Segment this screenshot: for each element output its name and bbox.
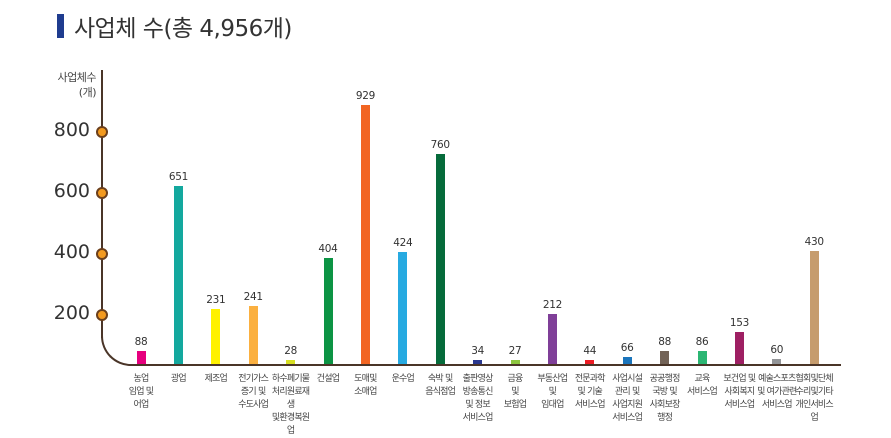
y-tick-label-200: 200 [53, 302, 90, 324]
x-category-label: 출판영상 방송통신 및 정보 서비스업 [462, 374, 494, 423]
bar-value-label: 241 [243, 291, 263, 303]
x-category-label: 운수업 [391, 374, 415, 384]
bar [734, 331, 744, 364]
bar [323, 258, 333, 364]
y-tick-label-600: 600 [53, 180, 90, 202]
bar [622, 357, 632, 364]
bar-value-label: 404 [318, 243, 338, 256]
bar-value-label: 651 [168, 171, 188, 184]
bar-value-label: 28 [284, 345, 297, 357]
bar [547, 314, 557, 364]
bar [360, 104, 370, 364]
x-category-label: 건설업 [316, 374, 340, 384]
y-tick-label-400: 400 [53, 241, 90, 263]
x-category-label: 전기가스 증기 및 수도사업 [238, 374, 269, 410]
bar-value-label: 929 [355, 89, 375, 102]
y-axis-label: 사업체수 (개) [48, 70, 97, 100]
x-category-label: 사업시설 관리 및 사업지원 서비스업 [612, 374, 643, 423]
bar-value-label: 212 [542, 299, 562, 312]
x-axis-line [130, 364, 841, 366]
bar [697, 351, 707, 364]
bar-value-label: 60 [770, 343, 784, 356]
bar-value-label: 88 [134, 335, 148, 348]
y-axis-line [101, 70, 103, 338]
x-category-label: 보건업 및 사회복지 서비스업 [723, 374, 756, 410]
bar-value-label: 86 [695, 336, 709, 349]
x-category-label: 부동산업 및 임대업 [537, 374, 568, 410]
bar [173, 186, 183, 364]
x-category-label: 광업 [170, 374, 187, 384]
bar-value-label: 430 [804, 235, 824, 248]
bar [211, 308, 221, 364]
bar [473, 360, 483, 364]
bar-value-label: 760 [430, 139, 450, 152]
x-category-label: 금융 및 보험업 [503, 374, 527, 410]
bar [435, 154, 445, 364]
chart-title: 사업체 수(총 4,956개) [57, 13, 292, 42]
x-category-label: 공공행정 국방 및 사회보장 행정 [649, 374, 681, 423]
bar [585, 360, 595, 364]
bar [510, 360, 520, 364]
x-category-label: 제조업 [204, 374, 228, 384]
bar [248, 306, 258, 364]
bar [286, 360, 296, 364]
bar [136, 350, 146, 364]
bar-value-label: 34 [471, 345, 484, 357]
y-tick-dot-200 [96, 309, 108, 321]
y-axis-label-line2: (개) [78, 86, 97, 99]
bar-value-label: 88 [658, 335, 671, 348]
x-category-label: 농업 임업 및 어업 [128, 374, 154, 410]
x-category-label: 숙박 및 음식점업 [425, 374, 456, 397]
x-category-label: 협회및단체 수리및기타 개인서비스업 [795, 374, 833, 423]
y-axis-label-line1: 사업체수 [57, 71, 97, 84]
y-tick-label-800: 800 [53, 119, 90, 141]
y-tick-dot-400 [96, 248, 108, 260]
chart-title-text: 사업체 수(총 4,956개) [74, 16, 292, 42]
y-tick-dot-800 [96, 126, 108, 138]
x-category-label: 예술스포츠 및 여가관련 서비스업 [757, 374, 797, 410]
bar-value-label: 424 [393, 237, 413, 250]
bar [398, 252, 408, 364]
bar-value-label: 153 [729, 316, 749, 329]
bar [660, 350, 670, 364]
x-category-label: 교육 서비스업 [687, 374, 718, 397]
y-tick-dot-600 [96, 187, 108, 199]
bar [809, 250, 819, 364]
bar-value-label: 44 [583, 345, 597, 357]
bar [772, 358, 782, 364]
x-category-label: 도매및 소매업 [354, 374, 377, 397]
x-category-label: 전문과학 및 기술 서비스업 [574, 374, 606, 410]
bar-value-label: 66 [620, 342, 634, 355]
bar-value-label: 27 [508, 345, 522, 357]
bar-value-label: 231 [206, 293, 226, 306]
title-marker [57, 14, 64, 38]
